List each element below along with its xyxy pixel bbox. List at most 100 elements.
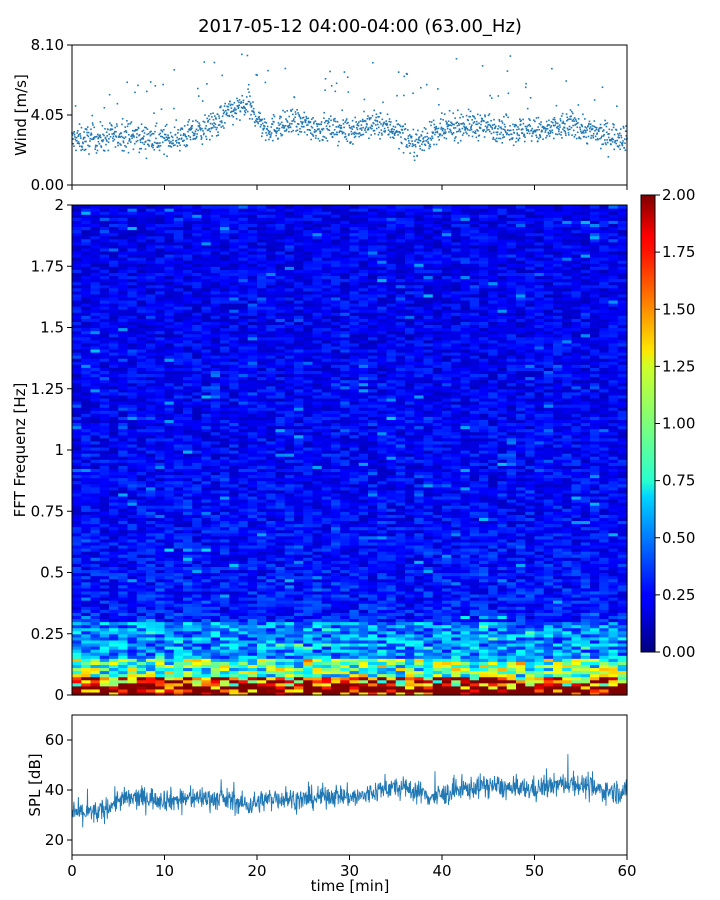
- spectrogram-cell: [247, 606, 258, 610]
- wind-point: [438, 133, 441, 136]
- spectrogram-cell: [220, 618, 230, 623]
- spectrogram-cell: [99, 364, 110, 368]
- spectrogram-cell: [247, 633, 258, 638]
- wind-point: [210, 112, 212, 115]
- spectrogram-cell: [90, 260, 101, 264]
- wind-point: [458, 124, 460, 126]
- wind-point: [516, 132, 519, 134]
- wind-point: [380, 129, 383, 131]
- spectrogram-cell: [173, 260, 184, 264]
- wind-point: [105, 131, 108, 133]
- spectrogram-cell: [164, 636, 175, 641]
- spectrogram-cell: [164, 358, 175, 362]
- spectrogram-cell: [220, 593, 230, 598]
- spectrogram-cell: [99, 486, 110, 491]
- spectrogram-cell: [183, 450, 193, 454]
- spectrogram-cell: [109, 581, 119, 586]
- wind-point: [172, 142, 175, 145]
- spectrogram-cell: [192, 624, 203, 629]
- spectrogram-cell: [146, 306, 156, 310]
- spectrogram-cell: [136, 376, 147, 381]
- wind-point: [91, 114, 94, 117]
- spectrogram-cell: [90, 296, 101, 301]
- spectrogram-cell: [118, 266, 129, 270]
- wind-point: [478, 122, 480, 125]
- spectrogram-cell: [146, 397, 156, 402]
- spectrogram-cell: [109, 587, 119, 592]
- spectrogram-cell: [90, 688, 101, 693]
- wind-point: [530, 140, 533, 142]
- spectrogram-cell: [136, 352, 147, 356]
- wind-point: [162, 128, 165, 131]
- spectrogram-cell: [72, 361, 82, 365]
- spectrogram-cell: [109, 355, 119, 359]
- spectrogram-cell: [192, 667, 203, 672]
- spectrogram-cell: [210, 345, 221, 350]
- wind-point: [93, 137, 95, 140]
- spectrogram-cell: [72, 355, 82, 359]
- spectrogram-cell: [90, 391, 101, 396]
- wind-point: [95, 144, 97, 147]
- wind-point: [327, 120, 330, 122]
- spectrogram-cell: [201, 655, 212, 659]
- spectrogram-cell: [192, 306, 203, 310]
- spectrogram-cell: [210, 397, 221, 402]
- wind-point: [396, 94, 398, 97]
- wind-point: [486, 127, 488, 129]
- spectrogram-cell: [201, 495, 212, 500]
- wind-point: [338, 131, 341, 134]
- spectrogram-cell: [99, 563, 110, 567]
- spectrogram-cell: [72, 630, 82, 635]
- wind-point: [371, 114, 374, 117]
- spectrogram-cell: [109, 456, 119, 460]
- spectrogram-cell: [257, 612, 267, 616]
- wind-point: [451, 122, 453, 125]
- spectrogram-cell: [72, 306, 82, 310]
- spectrogram-cell: [238, 535, 249, 540]
- spectrogram-cell: [210, 376, 221, 381]
- wind-point: [407, 137, 409, 140]
- spectrogram-cell: [210, 437, 221, 442]
- wind-point: [408, 142, 410, 144]
- spectrogram-cell: [247, 624, 258, 629]
- wind-point: [255, 73, 258, 76]
- spectrogram-cell: [164, 655, 175, 659]
- spectrogram-cell: [210, 434, 221, 439]
- spectrogram-cell: [201, 682, 212, 687]
- wind-point: [195, 135, 198, 138]
- wind-point: [388, 118, 391, 120]
- spectrogram-cell: [81, 208, 92, 212]
- wind-point: [186, 138, 188, 140]
- wind-point: [526, 125, 528, 128]
- wind-point: [283, 125, 285, 127]
- spectrogram-cell: [118, 309, 129, 313]
- spectrogram-cell: [72, 462, 82, 466]
- wind-point: [528, 132, 531, 135]
- spectrogram-cell: [220, 584, 230, 589]
- spectrogram-cell: [247, 603, 258, 607]
- spectrogram-cell: [109, 532, 119, 537]
- wind-point: [523, 133, 525, 136]
- wind-point: [172, 144, 175, 147]
- wind-point: [606, 141, 609, 144]
- spectrogram-cell: [109, 278, 119, 283]
- spectrogram-cell: [210, 554, 221, 558]
- wind-point: [245, 109, 247, 111]
- spectrogram-cell: [99, 425, 110, 430]
- spectrogram-cell: [127, 260, 138, 264]
- wind-point: [418, 137, 420, 139]
- spectrogram-cell: [192, 606, 203, 610]
- wind-point: [187, 121, 190, 123]
- spectrogram-cell: [229, 348, 240, 353]
- spectrogram-cell: [155, 217, 166, 221]
- wind-point: [214, 126, 216, 129]
- wind-point: [439, 122, 441, 125]
- spectrogram-cell: [229, 260, 240, 264]
- spectrogram-cell: [155, 554, 166, 558]
- spectrogram-cell: [118, 630, 129, 635]
- spectrogram-cell: [183, 263, 193, 267]
- spectrogram-cell: [220, 551, 230, 555]
- spectrogram-cell: [72, 238, 82, 243]
- spectrogram-cell: [81, 520, 92, 525]
- spectrogram-cell: [192, 471, 203, 476]
